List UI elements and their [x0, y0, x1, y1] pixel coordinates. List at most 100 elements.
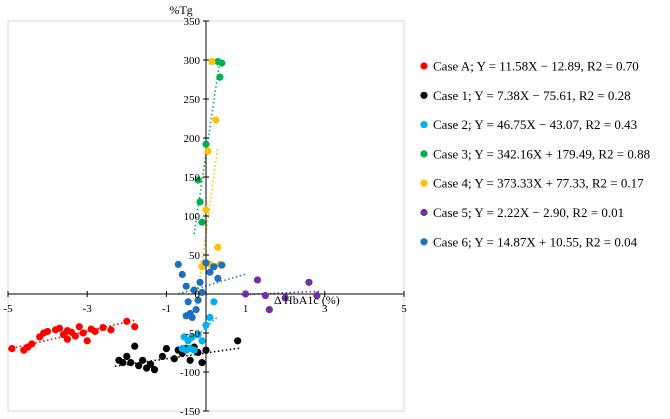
legend-marker-case-6 [420, 238, 428, 246]
point-case-1 [146, 360, 155, 368]
point-case-3 [194, 176, 202, 184]
point-case-4 [202, 206, 210, 214]
x-tick-label: 5 [401, 303, 407, 315]
point-case-6 [194, 296, 202, 304]
point-case-1 [170, 355, 178, 363]
x-tick-label: -3 [83, 303, 93, 315]
point-case-a [83, 337, 91, 345]
point-case-a [8, 345, 16, 353]
point-case-6 [188, 313, 196, 321]
point-case-a [99, 323, 107, 332]
point-case-3 [198, 218, 206, 226]
point-case-2 [194, 330, 202, 339]
point-case-1 [139, 356, 147, 364]
x-tick-label: 1 [243, 303, 249, 315]
point-case-6 [214, 274, 222, 282]
point-case-4 [214, 243, 222, 251]
legend-label-case-2: Case 2; Y = 46.75X − 43.07, R2 = 0.43 [433, 117, 637, 132]
point-case-5 [305, 278, 313, 286]
point-case-1 [198, 359, 206, 367]
point-case-6 [182, 282, 190, 290]
point-case-a [75, 323, 83, 331]
point-case-1 [127, 359, 135, 367]
point-case-a [107, 326, 115, 334]
point-case-4 [208, 57, 216, 66]
point-case-6 [174, 260, 182, 268]
legend-item-case-a: Case A; Y = 11.58X − 12.89, R2 = 0.70 [420, 59, 639, 74]
y-tick-label: 250 [184, 94, 201, 106]
point-case-a [131, 323, 139, 331]
point-case-1 [186, 356, 194, 364]
point-case-5 [253, 276, 262, 284]
point-case-5 [265, 306, 273, 314]
legend-label-case-6: Case 6; Y = 14.87X + 10.55, R2 = 0.04 [433, 234, 638, 249]
point-case-3 [196, 198, 204, 206]
y-tick-label: 200 [184, 133, 201, 145]
legend-item-case-3: Case 3; Y = 342.16X + 179.49, R2 = 0.88 [420, 146, 650, 161]
point-case-a [55, 324, 64, 332]
point-case-a [71, 332, 79, 340]
point-case-6 [192, 306, 200, 314]
legend-item-case-2: Case 2; Y = 46.75X − 43.07, R2 = 0.43 [420, 117, 637, 132]
point-case-a [63, 335, 71, 343]
x-tick-label: 3 [322, 303, 328, 315]
legend-label-case-a: Case A; Y = 11.58X − 12.89, R2 = 0.70 [433, 59, 639, 74]
y-tick-label: -100 [180, 367, 201, 379]
point-case-6 [218, 261, 226, 269]
point-case-a [28, 340, 36, 348]
trendline-case-1 [114, 347, 242, 368]
trend-lines [7, 60, 321, 368]
point-case-1 [234, 337, 242, 345]
point-case-3 [218, 59, 226, 67]
point-case-6 [198, 288, 206, 297]
point-case-3 [202, 140, 210, 148]
legend-label-case-4: Case 4; Y = 373.33X + 77.33, R2 = 0.17 [433, 176, 644, 191]
y-tick-label: 0 [195, 289, 201, 301]
y-tick-label: -50 [185, 328, 200, 340]
point-case-2 [202, 321, 210, 329]
point-case-4 [204, 147, 212, 155]
legend-marker-case-3 [420, 150, 428, 158]
point-case-1 [158, 352, 167, 360]
legend-label-case-1: Case 1; Y = 7.38X − 75.61, R2 = 0.28 [433, 88, 631, 103]
tick-labels: -5 -3 -1 1 3 5 -150 -100 -50 50 100 150 200 250 300 350… [3, 16, 407, 418]
legend-item-case-5: Case 5; Y = 2.22X − 2.90, R2 = 0.01 [420, 205, 624, 220]
legend-label-case-3: Case 3; Y = 342.16X + 179.49, R2 = 0.88 [433, 146, 650, 161]
y-tick-label: 150 [184, 172, 201, 184]
point-case-1 [119, 359, 127, 367]
point-case-3 [216, 73, 224, 81]
point-case-5 [242, 290, 250, 298]
point-case-2 [198, 337, 206, 345]
legend-marker-case-4 [420, 179, 428, 187]
legend-marker-case-1 [420, 91, 428, 99]
point-case-1 [162, 345, 170, 353]
point-case-6 [178, 270, 186, 279]
point-case-5 [261, 291, 269, 300]
legend-item-case-1: Case 1; Y = 7.38X − 75.61, R2 = 0.28 [420, 88, 631, 103]
legend: Case A; Y = 11.58X − 12.89, R2 = 0.70 Cas… [420, 59, 650, 249]
y-tick-label: 300 [184, 55, 201, 67]
legend-label-case-5: Case 5; Y = 2.22X − 2.90, R2 = 0.01 [433, 205, 624, 220]
legend-item-case-4: Case 4; Y = 373.33X + 77.33, R2 = 0.17 [420, 176, 644, 191]
point-case-1 [123, 352, 131, 360]
y-tick-label: -150 [180, 406, 201, 418]
axes [7, 20, 405, 412]
x-tick-label: -1 [162, 303, 171, 315]
point-case-1 [202, 346, 210, 354]
point-case-a [91, 327, 99, 336]
point-case-4 [212, 116, 220, 124]
point-case-1 [131, 342, 139, 350]
point-case-2 [190, 346, 198, 354]
point-case-a [123, 317, 131, 325]
x-tick-label: -5 [3, 303, 13, 315]
trendline-case-3 [193, 60, 221, 235]
legend-item-case-6: Case 6; Y = 14.87X + 10.55, R2 = 0.04 [420, 234, 638, 249]
point-case-6 [190, 286, 198, 294]
legend-marker-case-5 [420, 208, 428, 217]
y-tick-label: 50 [189, 250, 201, 262]
y-tick-label: 350 [184, 16, 201, 28]
point-case-5 [313, 291, 321, 300]
y-tick-label: 100 [184, 211, 201, 223]
data-points [8, 57, 321, 374]
